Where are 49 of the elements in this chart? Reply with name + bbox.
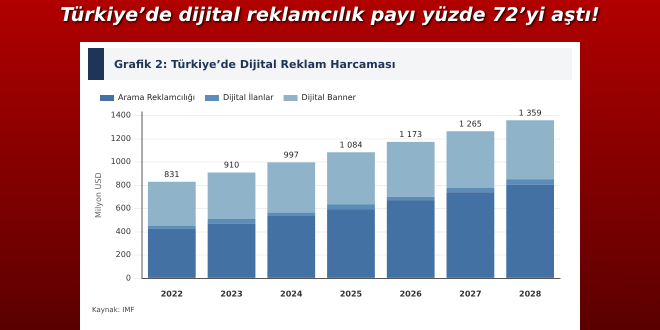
bar — [208, 172, 256, 219]
bar — [386, 142, 435, 197]
total-label: 910 — [224, 160, 240, 170]
bar — [446, 188, 494, 192]
total-label: 1 084 — [340, 140, 362, 150]
total-label: 1 265 — [458, 119, 482, 128]
y-tick-label: 1000 — [110, 157, 131, 166]
bar — [446, 192, 494, 278]
y-tick-label: 400 — [116, 226, 131, 236]
x-tick-label: 2025 — [340, 289, 363, 298]
bar — [267, 212, 316, 216]
bar — [148, 228, 196, 278]
total-label: 997 — [284, 150, 299, 160]
y-tick-label: 0 — [126, 273, 131, 282]
y-tick-label: 1400 — [110, 110, 131, 120]
x-tick-label: 2024 — [280, 289, 303, 298]
bar — [327, 152, 375, 204]
chart-subtitle: Grafik 2: Türkiye’de Dijital Reklam Harcaması — [88, 48, 572, 80]
bar — [386, 200, 435, 278]
legend-label: Dijital Banner — [302, 93, 357, 102]
total-label: 1 173 — [399, 130, 422, 139]
y-tick-label: 1200 — [110, 134, 131, 143]
bar — [148, 226, 196, 229]
bar — [148, 182, 196, 226]
bar — [506, 120, 554, 180]
y-axis-title: Milyon USD — [94, 172, 103, 218]
x-tick-label: 2026 — [400, 289, 422, 298]
bar — [208, 224, 256, 278]
bar — [506, 179, 554, 185]
bar — [327, 209, 375, 278]
bar — [327, 204, 375, 210]
x-tick-label: 2022 — [160, 289, 183, 298]
y-tick-label: 200 — [116, 250, 131, 260]
y-tick-label: 800 — [116, 180, 131, 190]
legend-label: Dijital İlanlar — [222, 92, 274, 102]
chart-title: Türkiye’de dijital reklamcılık payı yüzde 72’yi aştı! — [59, 3, 601, 28]
x-tick-label: 2028 — [519, 289, 542, 298]
total-label: 1 359 — [518, 108, 542, 118]
bar — [446, 131, 494, 188]
bar — [267, 162, 316, 213]
total-label: 831 — [164, 170, 180, 179]
bar — [267, 216, 316, 278]
legend-label: Arama Reklamcılığı — [118, 93, 195, 102]
bar — [506, 184, 554, 278]
x-tick-label: 2027 — [459, 289, 482, 298]
y-tick-label: 600 — [116, 204, 131, 213]
bar — [386, 196, 435, 200]
bar — [208, 218, 256, 224]
x-tick-label: 2023 — [220, 289, 243, 298]
